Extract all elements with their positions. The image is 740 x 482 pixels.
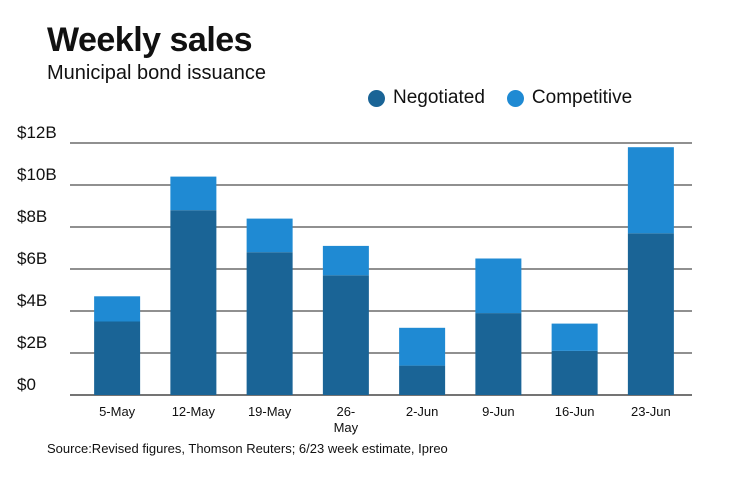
- bar-negotiated: [246, 252, 293, 395]
- x-tick-label: 23-Jun: [631, 404, 671, 419]
- x-tick-label: May: [334, 420, 359, 435]
- x-tick-label: 9-Jun: [482, 404, 515, 419]
- y-tick-label: $10B: [17, 165, 57, 184]
- bar-negotiated: [551, 350, 598, 395]
- bar-negotiated: [627, 233, 674, 395]
- bar-negotiated: [322, 275, 369, 395]
- legend-label-negotiated: Negotiated: [393, 87, 485, 108]
- legend-item-competitive: Competitive: [506, 86, 633, 110]
- legend-item-negotiated: Negotiated: [368, 86, 485, 110]
- legend-swatch-competitive: [506, 89, 524, 107]
- y-tick-label: $4B: [17, 291, 47, 310]
- x-tick-label: 16-Jun: [555, 404, 595, 419]
- bar-negotiated: [475, 313, 522, 395]
- bar-competitive: [627, 147, 674, 234]
- x-tick-label: 12-May: [172, 404, 216, 419]
- y-tick-label: $0: [17, 375, 36, 394]
- y-tick-label: $2B: [17, 333, 47, 352]
- bar-competitive: [399, 327, 446, 366]
- bar-competitive: [322, 245, 369, 276]
- chart-subtitle: Municipal bond issuance: [47, 62, 267, 84]
- bar-competitive: [551, 323, 598, 351]
- bar-negotiated: [94, 321, 141, 395]
- bar-competitive: [246, 218, 293, 253]
- x-tick-label: 26-: [336, 404, 355, 419]
- y-tick-label: $12B: [17, 123, 57, 142]
- bar-competitive: [170, 176, 217, 211]
- bar-negotiated: [170, 210, 217, 395]
- source-note: Source:Revised figures, Thomson Reuters;…: [47, 441, 448, 456]
- bar-competitive: [475, 258, 522, 314]
- y-tick-label: $8B: [17, 207, 47, 226]
- bar-competitive: [94, 296, 141, 322]
- legend-swatch-negotiated: [368, 89, 385, 107]
- chart-title: Weekly sales: [47, 21, 253, 59]
- x-tick-label: 5-May: [99, 404, 136, 419]
- legend: Negotiated Competitive: [368, 86, 654, 110]
- bar-negotiated: [399, 365, 446, 395]
- y-tick-label: $6B: [17, 249, 47, 268]
- x-tick-label: 19-May: [248, 404, 292, 419]
- x-tick-label: 2-Jun: [406, 404, 439, 419]
- legend-label-competitive: Competitive: [531, 87, 633, 108]
